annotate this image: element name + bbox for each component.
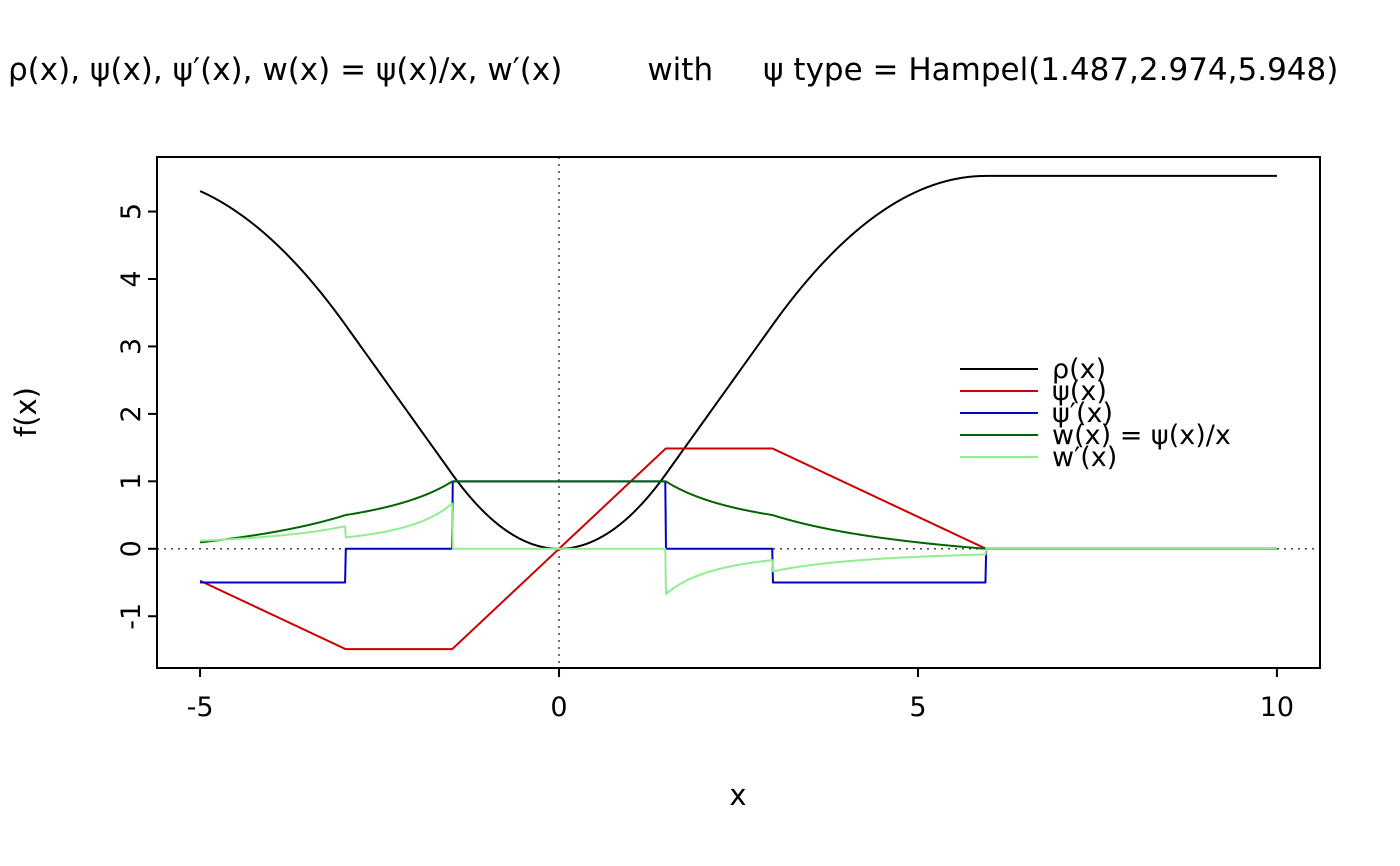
x-tick-label: 0	[550, 692, 567, 723]
title-with: with	[647, 52, 714, 88]
x-tick-label: 5	[909, 692, 926, 723]
x-axis-label: x	[729, 778, 747, 812]
y-tick-label: 4	[116, 270, 147, 287]
legend-label-weight_prime: w′(x)	[1052, 442, 1117, 473]
legend-label-psi: ψ(x)	[1052, 376, 1107, 407]
y-tick-label: 0	[116, 540, 147, 557]
series-line-rho	[199, 174, 1278, 550]
legend-label-psi_prime: ψ′(x)	[1052, 398, 1113, 429]
y-tick-label: -1	[116, 603, 147, 630]
series-line-psi_prime	[199, 480, 1278, 584]
y-tick-label: 3	[116, 338, 147, 355]
x-tick-label: -5	[187, 692, 214, 723]
y-tick-label: 2	[116, 405, 147, 422]
y-tick-label: 5	[116, 203, 147, 220]
series-line-weight_prime	[199, 502, 1278, 595]
title-functions: ρ(x), ψ(x), ψ′(x), w(x) = ψ(x)/x, w′(x)	[8, 52, 563, 88]
series-line-weight	[199, 480, 1278, 550]
legend-label-rho: ρ(x)	[1052, 354, 1106, 385]
legend-label-weight: w(x) = ψ(x)/x	[1052, 420, 1231, 451]
title-psi-type: ψ type = Hampel(1.487,2.974,5.948)	[763, 52, 1339, 88]
x-tick-label: 10	[1260, 692, 1294, 723]
chart-title: ρ(x), ψ(x), ψ′(x), w(x) = ψ(x)/x, w′(x) w…	[8, 52, 1338, 88]
plot-border	[156, 156, 1321, 669]
y-tick-label: 1	[116, 473, 147, 490]
